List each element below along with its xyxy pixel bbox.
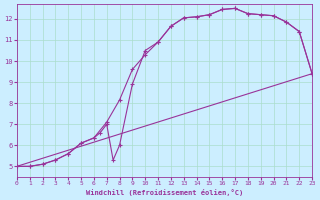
X-axis label: Windchill (Refroidissement éolien,°C): Windchill (Refroidissement éolien,°C): [86, 189, 243, 196]
